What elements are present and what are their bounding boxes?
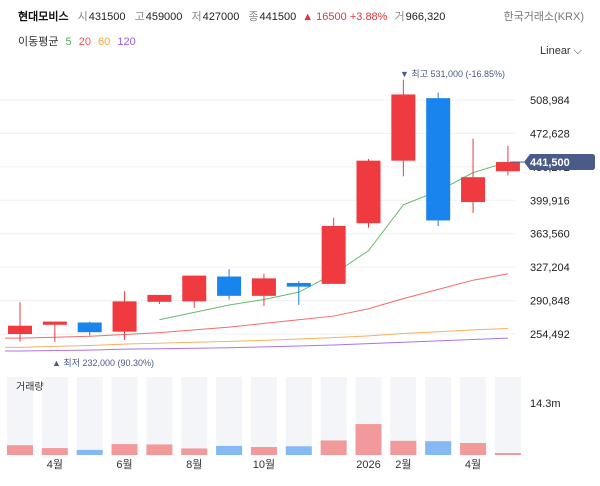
- last-price-label: 441,500: [530, 157, 570, 169]
- volume-bar: [216, 445, 243, 455]
- x-tick-label: 2월: [395, 458, 411, 471]
- y-tick-label: 290,848: [530, 296, 570, 308]
- volume-bg: [460, 377, 487, 455]
- volume-bg: [250, 377, 277, 455]
- volume-bar: [425, 441, 452, 455]
- low-value: 427000: [202, 11, 240, 23]
- volume-bg: [216, 377, 243, 455]
- volume-bar: [250, 447, 277, 455]
- volume-bg: [7, 377, 33, 455]
- candle-body: [42, 321, 67, 325]
- x-tick-label: 4월: [465, 458, 481, 471]
- volume-bar: [285, 446, 312, 455]
- y-tick-label: 508,984: [530, 95, 570, 107]
- volume-value: 966,320: [405, 11, 446, 23]
- y-tick-label: 327,204: [530, 262, 570, 274]
- ma-20-line: [5, 273, 508, 339]
- candle-body: [321, 225, 346, 284]
- volume-bar: [460, 443, 487, 455]
- low-annotation: ▲ 최저 232,000 (90.30%): [52, 358, 154, 368]
- volume-bar: [320, 440, 347, 455]
- candle-body: [77, 322, 102, 333]
- change-percent: +3.88%: [349, 11, 388, 23]
- scale-dropdown[interactable]: Linear ⌵: [540, 45, 582, 57]
- ma-120-line: [5, 337, 508, 352]
- change-value: ▲ 16500: [302, 11, 347, 23]
- close-value: 441500: [259, 11, 297, 23]
- candle-body: [147, 294, 172, 302]
- volume-bg: [181, 377, 208, 455]
- ma-legend-120[interactable]: 120: [117, 36, 136, 48]
- y-tick-label: 399,916: [530, 195, 570, 207]
- x-tick-label: 8월: [186, 458, 202, 471]
- candle-body: [286, 282, 311, 287]
- exchange-label: 한국거래소(KRX): [503, 11, 584, 23]
- candle-body: [217, 276, 242, 296]
- volume-bg: [41, 377, 68, 455]
- volume-bar: [494, 453, 521, 455]
- low-label: 저: [191, 11, 202, 23]
- ma-legend-20[interactable]: 20: [78, 36, 91, 48]
- volume-tick-label: 14.3m: [530, 398, 561, 410]
- volume-bar: [76, 449, 103, 455]
- high-annotation: ▼ 최고 531,000 (-16.85%): [400, 69, 505, 79]
- candle-body: [426, 98, 451, 221]
- high-label: 고: [134, 11, 145, 23]
- volume-bar: [41, 448, 68, 455]
- open-value: 431500: [88, 11, 126, 23]
- y-tick-label: 472,628: [530, 128, 570, 140]
- volume-bar: [146, 444, 173, 455]
- volume-bar: [355, 424, 382, 455]
- ma-legend-title: 이동평균: [18, 36, 59, 48]
- volume-title: 거래량: [16, 381, 44, 393]
- x-tick-label: 2026: [356, 459, 380, 471]
- candle-body: [391, 94, 416, 161]
- y-tick-label: 254,492: [530, 329, 570, 341]
- volume-bg: [111, 377, 138, 455]
- volume-bg: [494, 377, 521, 455]
- candle-body: [8, 325, 32, 334]
- last-price-tag: [524, 154, 595, 171]
- volume-bar: [390, 440, 417, 455]
- ma-legend-5[interactable]: 5: [65, 36, 72, 48]
- quote-header: 현대모비스 시431500 고459000 저427000 종441500 ▲ 1…: [18, 8, 451, 24]
- candle-body: [182, 275, 207, 302]
- candle-body: [356, 160, 381, 224]
- ma-legend: 이동평균 5 20 60 120: [18, 33, 140, 49]
- candle-body: [112, 301, 137, 332]
- volume-label: 거: [394, 11, 405, 23]
- close-label: 종: [248, 11, 259, 23]
- ma-legend-60[interactable]: 60: [98, 36, 111, 48]
- open-label: 시: [77, 11, 88, 23]
- y-tick-label: 363,560: [530, 229, 570, 241]
- ma-60-line: [5, 327, 508, 348]
- volume-bg: [285, 377, 312, 455]
- x-tick-label: 6월: [116, 458, 132, 471]
- candle-body: [495, 162, 520, 172]
- stock-name: 현대모비스: [18, 11, 69, 23]
- candle-body: [461, 177, 486, 203]
- volume-bg: [76, 377, 103, 455]
- candle-body: [251, 278, 276, 296]
- volume-bar: [7, 445, 33, 455]
- high-value: 459000: [145, 11, 183, 23]
- volume-bar: [111, 444, 138, 455]
- x-tick-label: 10월: [253, 458, 275, 471]
- volume-bar: [181, 448, 208, 455]
- x-tick-label: 4월: [47, 458, 63, 471]
- volume-bg: [146, 377, 173, 455]
